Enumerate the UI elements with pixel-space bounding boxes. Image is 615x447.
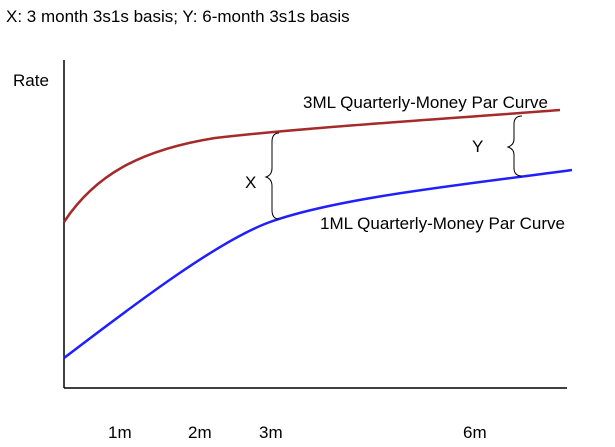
series-label-1ml: 1ML Quarterly-Money Par Curve bbox=[320, 214, 565, 233]
x-basis-label: X bbox=[245, 173, 256, 192]
y-basis-label: Y bbox=[472, 137, 483, 156]
series-label-3ml: 3ML Quarterly-Money Par Curve bbox=[303, 93, 548, 112]
figure-caption: X: 3 month 3s1s basis; Y: 6-month 3s1s b… bbox=[6, 7, 350, 26]
tick-label-1m: 1m bbox=[108, 423, 132, 442]
y-axis-label: Rate bbox=[13, 71, 49, 90]
series-line-1ml bbox=[63, 168, 573, 359]
tick-label-3m: 3m bbox=[259, 423, 283, 442]
x-basis-brace bbox=[264, 132, 280, 220]
series-line-3ml bbox=[62, 108, 561, 223]
tick-label-6m: 6m bbox=[463, 423, 487, 442]
tick-label-2m: 2m bbox=[188, 423, 212, 442]
y-basis-brace bbox=[506, 115, 523, 177]
